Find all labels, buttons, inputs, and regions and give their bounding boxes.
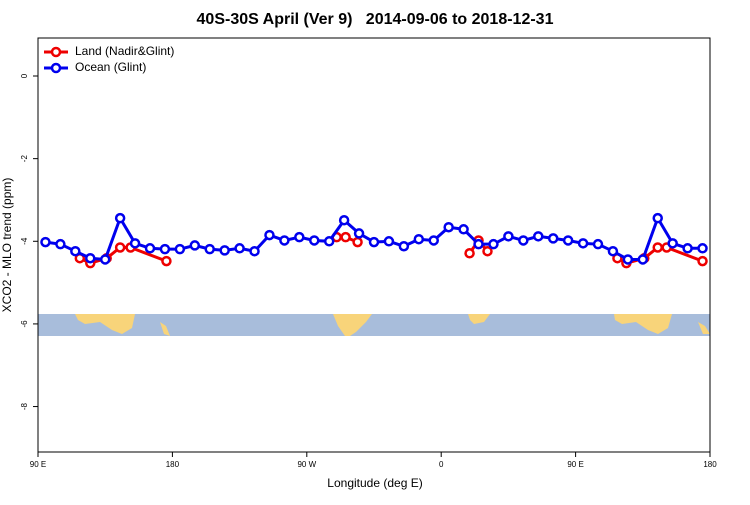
x-tick-label: 0	[439, 460, 444, 469]
data-point	[652, 212, 663, 224]
data-point	[70, 245, 81, 257]
y-tick-label: -8	[20, 402, 29, 410]
data-point	[309, 235, 320, 246]
data-point	[413, 233, 425, 245]
data-point	[114, 212, 126, 224]
data-point	[368, 236, 380, 248]
data-point	[114, 242, 126, 253]
x-axis-label: Longitude (deg E)	[327, 476, 422, 490]
data-point	[464, 248, 475, 259]
data-point	[323, 236, 335, 247]
data-point	[637, 254, 649, 265]
data-point	[55, 238, 66, 250]
data-point	[189, 240, 201, 251]
data-point	[161, 255, 172, 267]
y-axis-label: XCO2 - MLO trend (ppm)	[0, 178, 14, 313]
data-point	[577, 238, 589, 249]
chart-title: 40S-30S April (Ver 9) 2014-09-06 to 2018…	[197, 11, 554, 28]
y-tick-label: -2	[20, 155, 29, 163]
data-point	[383, 236, 395, 247]
data-point	[503, 231, 514, 242]
legend-label: Land (Nadir&Glint)	[75, 44, 174, 58]
data-point	[352, 236, 363, 248]
x-tick-label: 90 W	[297, 460, 316, 469]
data-point	[607, 245, 619, 257]
data-point	[428, 235, 439, 246]
data-point	[219, 245, 230, 256]
data-point	[234, 243, 245, 254]
data-point	[592, 238, 604, 250]
data-point	[279, 235, 290, 246]
data-point	[622, 254, 634, 265]
data-point	[458, 224, 469, 235]
x-tick-label: 90 E	[567, 460, 583, 469]
data-point	[144, 243, 156, 254]
data-point	[652, 242, 663, 253]
y-tick-label: -6	[20, 320, 29, 328]
data-point	[488, 238, 499, 250]
data-point	[338, 214, 350, 226]
data-point	[159, 243, 171, 255]
data-point	[547, 233, 559, 244]
data-point	[129, 238, 141, 249]
legend-label: Ocean (Glint)	[75, 60, 146, 74]
data-point	[518, 235, 529, 246]
data-point	[682, 243, 693, 254]
legend-marker	[50, 46, 62, 58]
y-tick-label: -4	[20, 237, 29, 245]
data-point	[697, 243, 708, 254]
data-point	[174, 243, 186, 255]
data-point	[294, 231, 305, 243]
data-point	[667, 238, 678, 249]
data-point	[99, 254, 111, 265]
data-point	[533, 231, 544, 242]
x-tick-label: 180	[166, 460, 180, 469]
data-point	[85, 252, 96, 264]
data-point	[473, 238, 484, 250]
data-point	[697, 255, 708, 267]
data-point	[482, 245, 493, 257]
data-point	[353, 228, 365, 239]
data-point	[40, 236, 51, 248]
plot-frame	[37, 37, 711, 453]
legend-marker	[50, 62, 62, 74]
x-tick-label: 90 E	[30, 460, 46, 469]
data-point	[249, 245, 260, 257]
x-tick-label: 180	[703, 460, 717, 469]
data-point	[340, 231, 351, 243]
y-tick-label: 0	[20, 73, 29, 78]
data-point	[264, 229, 275, 241]
data-point	[562, 235, 574, 246]
data-point	[443, 221, 454, 233]
data-point	[204, 243, 215, 255]
data-point	[398, 240, 410, 252]
map-band	[38, 314, 710, 336]
